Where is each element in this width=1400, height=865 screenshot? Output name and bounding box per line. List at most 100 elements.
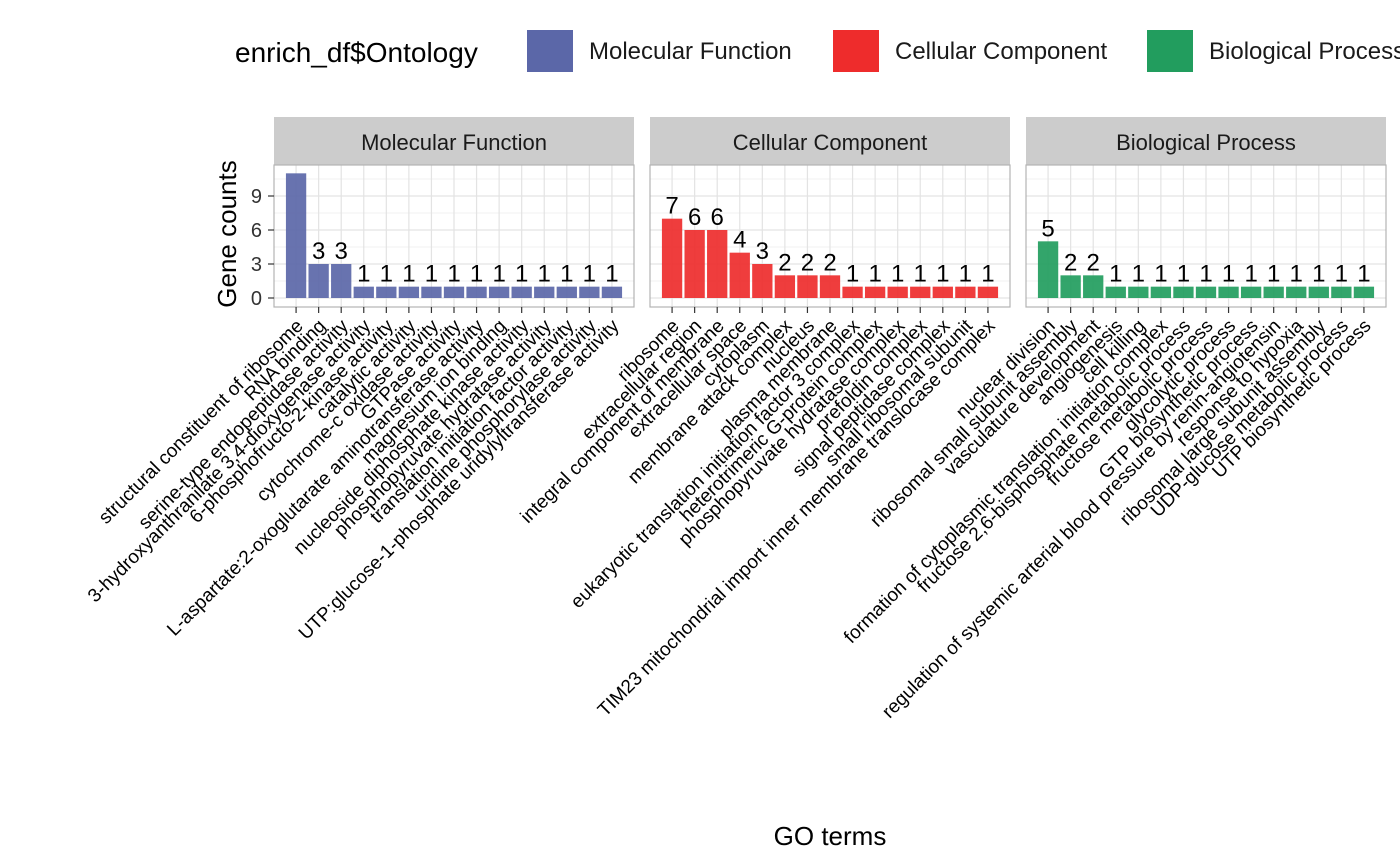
bar — [376, 286, 397, 298]
y-tick-label: 6 — [251, 220, 262, 242]
bar — [601, 286, 623, 298]
legend-key-2 — [833, 30, 879, 72]
bar — [887, 286, 908, 298]
bar-value-label: 1 — [380, 261, 393, 288]
bar-value-label: 1 — [936, 261, 949, 288]
bar-value-label: 4 — [733, 227, 746, 254]
bar-value-label: 2 — [1087, 249, 1100, 276]
bar-value-label: 6 — [688, 204, 701, 231]
bar — [1150, 286, 1172, 298]
bar-value-label: 1 — [1177, 261, 1190, 288]
facet-strip-2 — [650, 117, 1010, 165]
bar — [774, 275, 796, 298]
bar — [398, 286, 420, 298]
bar-value-label: 1 — [1357, 261, 1370, 288]
bar-value-label: 1 — [891, 261, 904, 288]
bar-value-label: 1 — [402, 261, 415, 288]
bar-value-label: 1 — [605, 261, 618, 288]
bar-value-label: 1 — [470, 261, 483, 288]
bar — [308, 264, 329, 298]
bar — [955, 286, 976, 298]
bar-value-label: 1 — [1335, 261, 1348, 288]
bar — [466, 286, 487, 298]
bar-value-label: 1 — [1290, 261, 1303, 288]
bar-value-label: 1 — [1222, 261, 1235, 288]
bar — [864, 286, 886, 298]
bar — [1083, 275, 1104, 298]
bar-value-label: 1 — [1244, 261, 1257, 288]
legend: enrich_df$Ontology Molecular Function Cel… — [235, 30, 1400, 72]
bar — [1105, 286, 1126, 298]
bar — [1308, 286, 1329, 298]
bar — [910, 286, 931, 298]
bar — [729, 252, 750, 298]
facet-strip-label-3: Biological Process — [1116, 130, 1296, 155]
bar — [579, 286, 600, 298]
bar — [842, 286, 863, 298]
bar — [707, 230, 728, 298]
bar-value-label: 1 — [1267, 261, 1280, 288]
y-tick-label: 0 — [251, 288, 262, 310]
bar — [752, 264, 773, 298]
bar-value-label: 1 — [1132, 261, 1145, 288]
bar-value-label: 3 — [312, 238, 325, 265]
bar — [1173, 286, 1194, 298]
bar-value-label: 1 — [583, 261, 596, 288]
bar-value-label: 1 — [1312, 261, 1325, 288]
bar — [1037, 241, 1059, 298]
x-axis-title: GO terms — [774, 821, 887, 851]
bar-value-label: 1 — [425, 261, 438, 288]
bar-value-label: 1 — [959, 261, 972, 288]
bar-value-label: 2 — [778, 249, 791, 276]
legend-label-2: Cellular Component — [895, 38, 1107, 65]
bar — [353, 286, 374, 298]
facet-strip-label-2: Cellular Component — [733, 130, 927, 155]
bar-value-label: 2 — [801, 249, 814, 276]
bar — [488, 286, 510, 298]
bar-value-label: 1 — [357, 261, 370, 288]
legend-key-1 — [527, 30, 573, 72]
y-axis: 0 3 6 9 — [251, 186, 274, 310]
bar-value-label: 1 — [492, 261, 505, 288]
bar-value-label: 7 — [665, 193, 678, 220]
bar-value-label: 1 — [447, 261, 460, 288]
bar-value-label: 6 — [711, 204, 724, 231]
y-tick-label: 9 — [251, 186, 262, 208]
bar — [1060, 275, 1081, 298]
facet-strip-3 — [1026, 117, 1386, 165]
bar-value-label: 1 — [1199, 261, 1212, 288]
bar — [1331, 286, 1352, 298]
bar — [977, 286, 999, 298]
bar-value-label: 5 — [1041, 215, 1054, 242]
y-tick-label: 3 — [251, 254, 262, 276]
bar — [511, 286, 532, 298]
bar — [819, 275, 841, 298]
bar — [1353, 286, 1375, 298]
bar — [285, 173, 307, 298]
bar — [1195, 286, 1217, 298]
facet-strip-label-1: Molecular Function — [361, 130, 547, 155]
legend-label-1: Molecular Function — [589, 38, 792, 65]
bar — [534, 286, 555, 298]
legend-key-3 — [1147, 30, 1193, 72]
bar — [1240, 286, 1262, 298]
bar-value-label: 1 — [538, 261, 551, 288]
bar — [1218, 286, 1239, 298]
bar-value-label: 1 — [914, 261, 927, 288]
bar-value-label: 2 — [823, 249, 836, 276]
y-axis-title: Gene counts — [212, 160, 242, 307]
bar — [421, 286, 442, 298]
bar-value-label: 3 — [335, 238, 348, 265]
bar — [684, 230, 705, 298]
bar-value-label: 1 — [515, 261, 528, 288]
bar-value-label: 2 — [1064, 249, 1077, 276]
bar-value-label: 1 — [560, 261, 573, 288]
bar — [1128, 286, 1149, 298]
legend-title: enrich_df$Ontology — [235, 37, 478, 68]
bar — [556, 286, 577, 298]
bar — [661, 218, 683, 298]
bar-value-label: 1 — [868, 261, 881, 288]
bar-value-label: 1 — [1154, 261, 1167, 288]
